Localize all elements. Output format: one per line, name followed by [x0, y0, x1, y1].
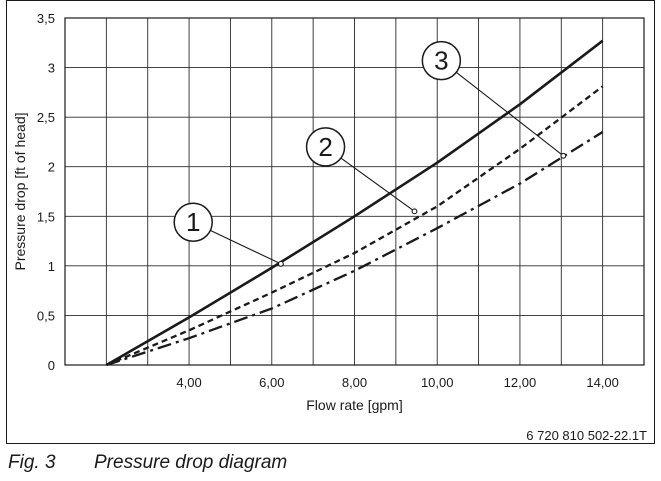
series-line-3 [106, 131, 604, 367]
y-tick-label: 1 [48, 259, 55, 274]
figure-frame [6, 0, 655, 444]
x-tick-label: 4,00 [176, 375, 201, 390]
callout-bubble-3 [421, 40, 462, 81]
figure-code: 6 720 810 502-22.1T [526, 428, 647, 443]
y-tick-label: 2 [48, 160, 55, 175]
grid [65, 17, 645, 366]
callout-anchor-3 [560, 152, 567, 159]
callout-bubble-2 [305, 127, 346, 167]
callout-label-3: 3 [434, 46, 448, 76]
plot-area-border [64, 17, 645, 366]
x-tick-label: 6,00 [259, 375, 284, 390]
caption-title: Pressure drop diagram [94, 452, 288, 473]
x-tick-label: 12,00 [504, 375, 537, 390]
x-tick-label: 14,00 [586, 375, 619, 390]
y-axis-label: Pressure drop [ft of head] [12, 113, 28, 271]
figure-caption: Fig. 3 Pressure drop diagram [8, 452, 287, 474]
callout-bubble-1 [173, 202, 213, 242]
y-tick-label: 0 [48, 358, 55, 373]
pressure-drop-chart: 0 0,5 1 1,5 2 2,5 3 3,5 4,00 6,00 8,00 10,00 12,00 14… [12, 11, 645, 413]
callout-anchor-2 [411, 208, 418, 215]
y-tick-label: 0,5 [37, 308, 55, 323]
x-tick-label: 8,00 [342, 375, 367, 390]
y-tick-label: 3 [48, 61, 55, 76]
callout-label-1: 1 [186, 207, 200, 237]
y-tick-label: 3,5 [37, 11, 55, 26]
x-tick-label: 10,00 [421, 375, 454, 390]
callouts: 1 2 3 [173, 40, 567, 267]
series-line-1 [105, 39, 604, 367]
y-tick-label: 1,5 [37, 209, 55, 224]
caption-number: Fig. 3 [8, 452, 56, 473]
tick-labels: 0 0,5 1 1,5 2 2,5 3 3,5 4,00 6,00 8,00 10,00 12,00 14… [37, 11, 619, 390]
callout-label-2: 2 [318, 132, 332, 162]
callout-anchor-1 [277, 260, 284, 267]
y-tick-label: 2,5 [37, 110, 55, 125]
x-axis-label: Flow rate [gpm] [306, 397, 402, 413]
series-layer [105, 39, 604, 367]
callout-leader-3 [441, 60, 564, 157]
series-line-2 [105, 85, 604, 367]
